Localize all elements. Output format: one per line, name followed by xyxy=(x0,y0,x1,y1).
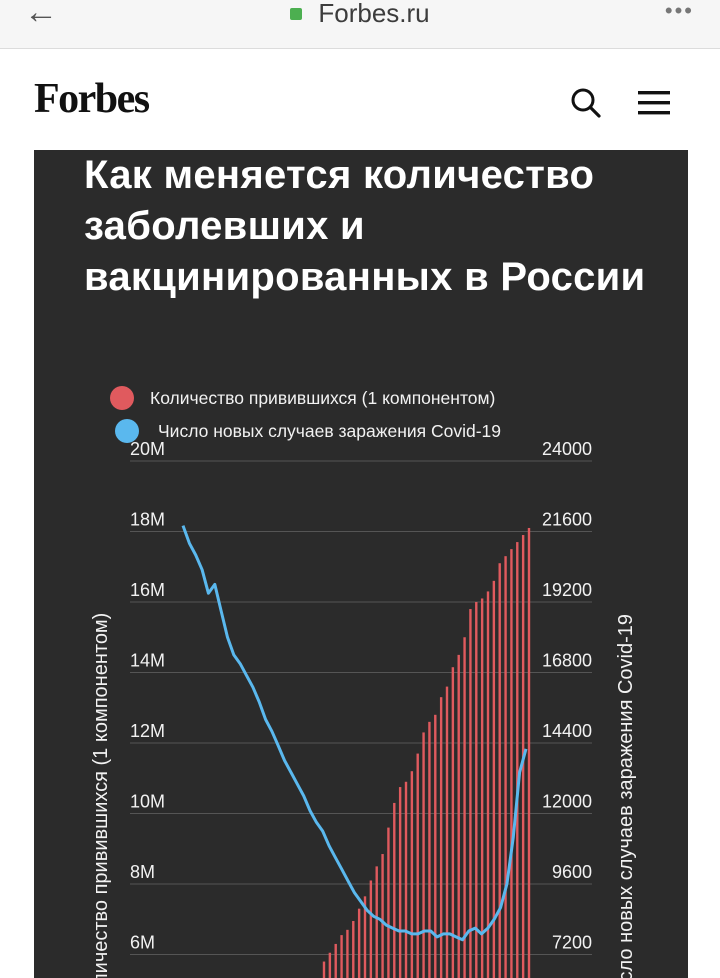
left-tick-label: 20M xyxy=(130,439,165,459)
vaccinated-bar xyxy=(381,854,384,978)
vaccinated-bar xyxy=(322,961,326,978)
vaccinated-bar xyxy=(404,781,408,978)
legend-label-vaccinated: Количество привившихся (1 компонентом) xyxy=(150,388,495,408)
legend-swatch-cases xyxy=(115,419,139,443)
legend-label-cases: Число новых случаев заражения Covid-19 xyxy=(158,421,501,441)
vaccinated-bar xyxy=(475,602,478,978)
vaccinated-bar xyxy=(480,598,484,978)
chart-title: Как меняется количество заболевших и вак… xyxy=(84,153,646,299)
right-tick-label: 24000 xyxy=(542,439,592,459)
forbes-logo[interactable]: Forbes xyxy=(34,76,150,122)
vaccinated-bar xyxy=(434,714,437,978)
vaccinated-bar xyxy=(387,827,390,978)
site-header: Forbes xyxy=(0,49,720,149)
left-tick-label: 8M xyxy=(130,862,155,882)
left-tick-label: 12M xyxy=(130,721,165,741)
vaccinated-bar xyxy=(457,654,460,978)
vaccinated-bar xyxy=(492,580,496,978)
vaccinated-bar xyxy=(445,686,449,978)
vaccinated-bar xyxy=(498,563,501,978)
vaccinated-bar xyxy=(393,802,396,978)
vaccinated-bar xyxy=(375,866,378,978)
left-axis-title: Количество привившихся (1 компонентом) xyxy=(90,613,112,978)
vaccinated-bar xyxy=(357,908,361,978)
left-tick-label: 16M xyxy=(130,580,165,600)
right-tick-label: 9600 xyxy=(552,862,592,882)
address-bar[interactable]: Forbes.ru xyxy=(0,0,720,26)
vaccinated-bar xyxy=(398,787,402,978)
left-tick-label: 10M xyxy=(130,792,165,812)
right-tick-label: 16800 xyxy=(542,651,592,671)
vaccinated-bar xyxy=(516,542,519,978)
left-tick-label: 18M xyxy=(130,510,165,530)
left-tick-label: 14M xyxy=(130,651,165,671)
right-tick-label: 7200 xyxy=(552,933,592,953)
infographic-panel: Как меняется количество заболевших и вак… xyxy=(34,150,688,978)
lock-icon xyxy=(290,8,303,20)
legend-swatch-vaccinated xyxy=(110,386,134,410)
right-tick-label: 19200 xyxy=(542,580,592,600)
vaccinated-bar xyxy=(486,591,490,978)
right-tick-label: 21600 xyxy=(542,510,592,530)
url-text: Forbes.ru xyxy=(318,0,430,28)
vaccinated-bar xyxy=(463,637,466,978)
hamburger-menu-icon[interactable] xyxy=(634,85,674,121)
vaccinated-bar xyxy=(369,880,373,978)
vaccinated-bar xyxy=(410,771,414,978)
vaccinated-bar xyxy=(352,921,355,978)
vaccinated-bar xyxy=(346,929,349,978)
more-dots-icon[interactable]: ••• xyxy=(664,0,694,23)
search-icon[interactable] xyxy=(568,85,604,121)
left-tick-label: 6M xyxy=(130,933,155,953)
cases-line xyxy=(181,525,528,942)
vaccinated-bar xyxy=(510,549,513,978)
vaccinated-bar xyxy=(469,609,472,978)
chart-svg: 20M 18M 16M 14M 12M 10M 8M 6M 24000 21600 19200 168… xyxy=(90,386,637,978)
vaccinated-bar xyxy=(428,721,431,978)
vaccinated-bar xyxy=(334,943,337,978)
vaccinated-bar xyxy=(328,952,332,978)
browser-toolbar: ← Forbes.ru ••• xyxy=(0,0,720,49)
vaccinated-bar xyxy=(422,732,425,978)
right-axis-title: Число новых случаев заражения Covid-19 xyxy=(615,614,637,978)
vaccinated-bar xyxy=(416,753,419,978)
right-tick-label: 14400 xyxy=(542,721,592,741)
vaccinated-bar xyxy=(439,697,443,978)
right-tick-label: 12000 xyxy=(542,792,592,812)
vaccinated-bar xyxy=(451,667,455,978)
vaccinated-bar xyxy=(363,896,367,978)
vaccinated-bar xyxy=(340,935,343,978)
vaccinated-bar xyxy=(527,527,531,978)
vaccinated-bar xyxy=(504,556,507,978)
